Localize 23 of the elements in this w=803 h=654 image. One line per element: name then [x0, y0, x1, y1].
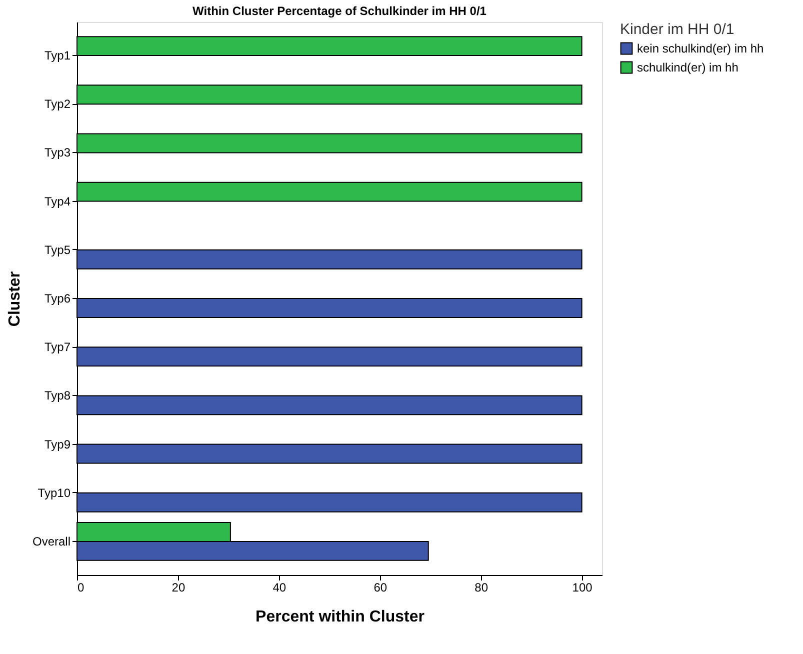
x-axis-title: Percent within Cluster	[256, 608, 424, 626]
legend-label: schulkind(er) im hh	[637, 60, 738, 74]
y-tick-label: Typ10	[38, 486, 71, 500]
y-axis-title: Cluster	[6, 271, 24, 327]
chart-title: Within Cluster Percentage of Schulkinder im HH 0/1	[192, 4, 487, 18]
x-tick-label: 20	[172, 580, 186, 594]
x-tick-label: 40	[272, 580, 286, 594]
y-tick-label: Typ1	[44, 48, 71, 63]
y-tick-label: Typ9	[44, 437, 71, 452]
x-tick-label: 0	[78, 580, 84, 594]
y-tick-label: Typ2	[44, 97, 71, 112]
y-tick-label: Typ8	[44, 388, 71, 403]
x-tick-label: 100	[572, 580, 593, 594]
y-tick-label: Typ4	[44, 194, 71, 208]
x-tick-label: 60	[374, 580, 388, 594]
x-tick-label: 80	[474, 580, 488, 594]
y-tick-label: Typ6	[44, 292, 71, 306]
y-tick-label: Overall	[32, 534, 70, 548]
y-tick-label: Typ3	[44, 146, 71, 160]
legend-label: kein schulkind(er) im hh	[637, 42, 764, 56]
legend-title: Kinder im HH 0/1	[620, 21, 734, 38]
y-tick-label: Typ7	[44, 340, 71, 354]
y-tick-label: Typ5	[44, 242, 71, 257]
